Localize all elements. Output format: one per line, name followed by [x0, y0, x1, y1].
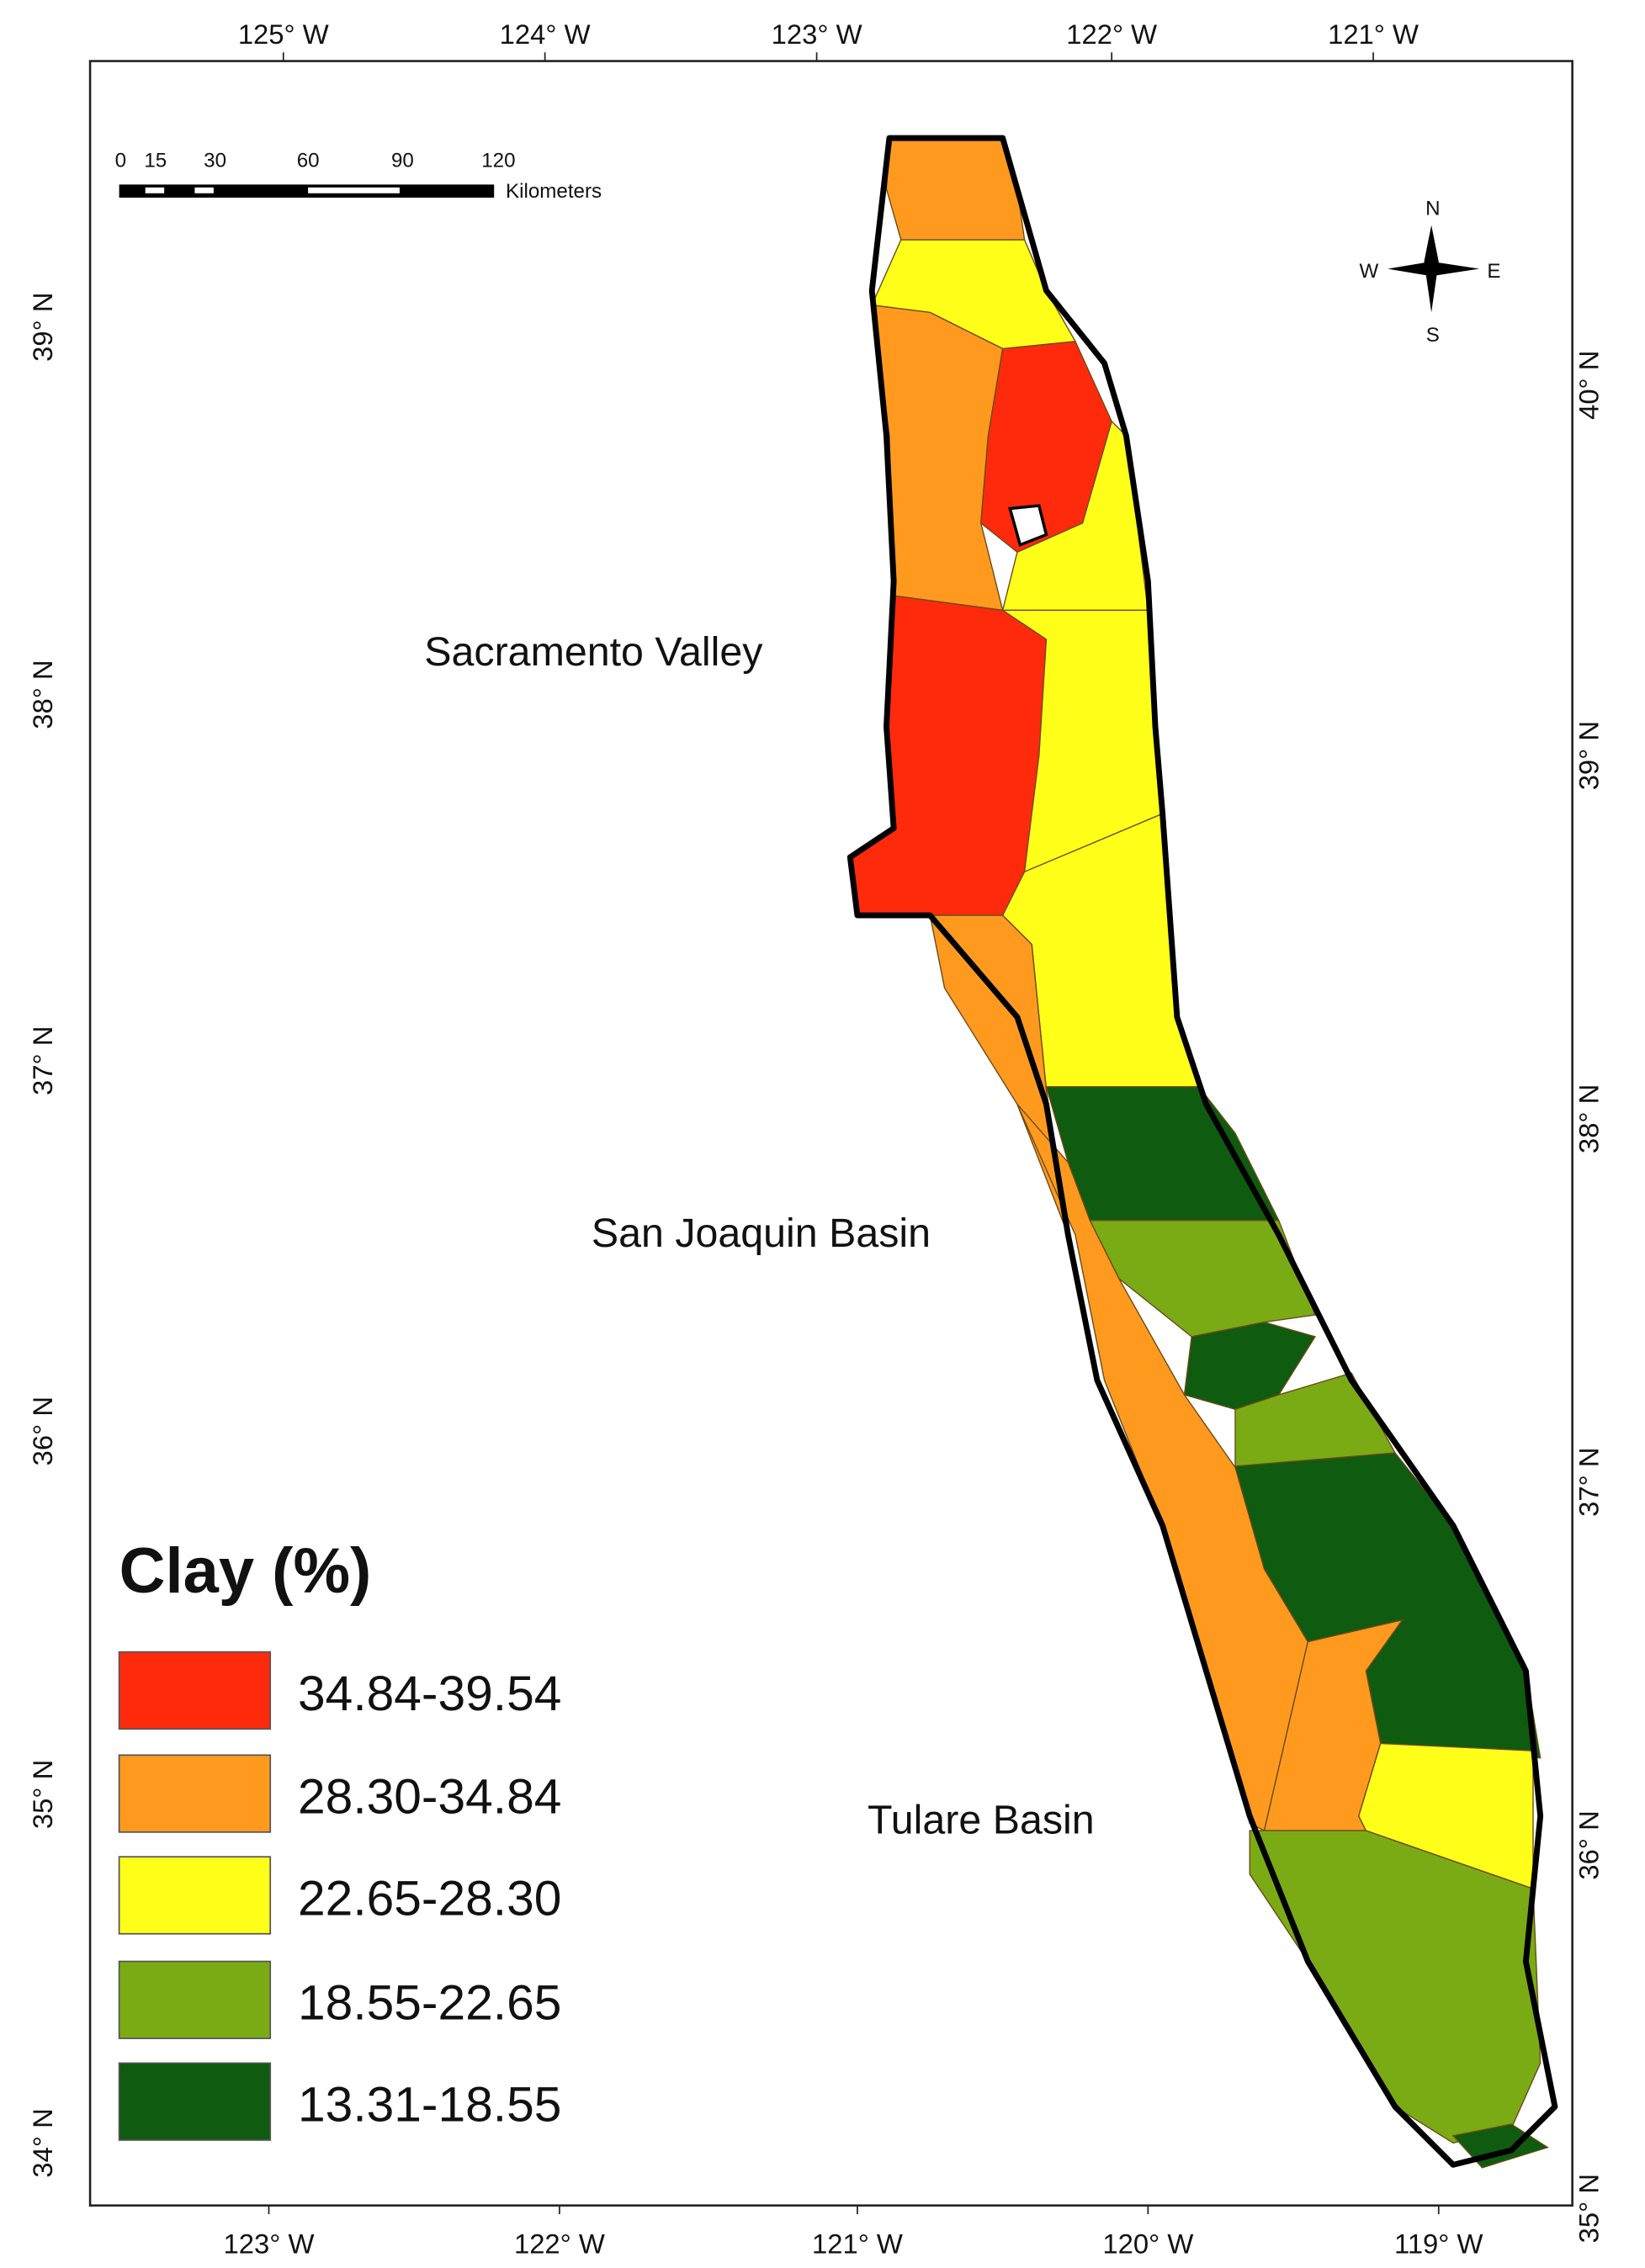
- legend-swatch: [118, 2062, 272, 2141]
- clay-zone: [885, 137, 1026, 241]
- compass-s: S: [1426, 324, 1440, 347]
- legend-label: 18.55-22.65: [298, 1976, 561, 2031]
- bottom-graticule-label: 121° W: [812, 2228, 903, 2260]
- bottom-graticule-label: 120° W: [1102, 2228, 1193, 2260]
- scale-label: 0: [115, 150, 126, 172]
- region-label: Tulare Basin: [868, 1798, 1095, 1843]
- legend-swatch: [118, 1960, 272, 2039]
- scale-label: 30: [204, 150, 226, 172]
- left-graticule-label: 37° N: [27, 1026, 58, 1095]
- top-graticule-label: 123° W: [772, 19, 862, 50]
- compass: [1388, 225, 1480, 313]
- clay-zones: [849, 137, 1549, 2169]
- scale-label: 90: [391, 150, 414, 172]
- compass-e: E: [1487, 260, 1500, 283]
- bottom-graticule-label: 123° W: [224, 2228, 315, 2260]
- region-label: Sacramento Valley: [424, 629, 763, 675]
- right-graticule-label: 37° N: [1573, 1447, 1605, 1516]
- compass-w: W: [1359, 260, 1378, 283]
- bottom-graticule-label: 119° W: [1394, 2228, 1483, 2260]
- bottom-graticule-label: 122° W: [514, 2228, 605, 2260]
- legend-label: 34.84-39.54: [298, 1667, 561, 1721]
- right-graticule-label: 38° N: [1573, 1084, 1605, 1153]
- left-graticule-label: 39° N: [27, 292, 58, 361]
- left-graticule-label: 36° N: [27, 1396, 58, 1465]
- right-graticule-label: 39° N: [1573, 721, 1605, 790]
- scale-unit: Kilometers: [506, 180, 602, 203]
- top-graticule-label: 122° W: [1066, 19, 1157, 50]
- legend-swatch: [118, 1754, 272, 1833]
- valley-outline: [846, 135, 1558, 2168]
- top-graticule-label: 124° W: [500, 19, 591, 50]
- right-graticule-label: 35° N: [1573, 2174, 1605, 2243]
- legend-label: 13.31-18.55: [298, 2078, 561, 2133]
- top-graticule-label: 125° W: [238, 19, 329, 50]
- legend-swatch: [118, 1651, 272, 1730]
- compass-n: N: [1425, 198, 1440, 220]
- right-graticule-label: 40° N: [1573, 351, 1605, 420]
- scale-bar: [119, 184, 495, 198]
- scale-label: 60: [297, 150, 320, 172]
- right-graticule-label: 36° N: [1573, 1810, 1605, 1879]
- hole: [1008, 504, 1048, 547]
- left-graticule-label: 34° N: [27, 2108, 58, 2177]
- scale-label: 120: [481, 150, 515, 172]
- legend-label: 28.30-34.84: [298, 1769, 561, 1824]
- legend-label: 22.65-28.30: [298, 1871, 561, 1926]
- left-graticule-label: 38° N: [27, 660, 58, 729]
- legend-swatch: [118, 1856, 272, 1935]
- left-graticule-label: 35° N: [27, 1760, 58, 1829]
- scale-label: 15: [144, 150, 167, 172]
- top-graticule-label: 121° W: [1328, 19, 1419, 50]
- legend-title: Clay (%): [119, 1535, 372, 1607]
- region-label: San Joaquin Basin: [592, 1211, 931, 1256]
